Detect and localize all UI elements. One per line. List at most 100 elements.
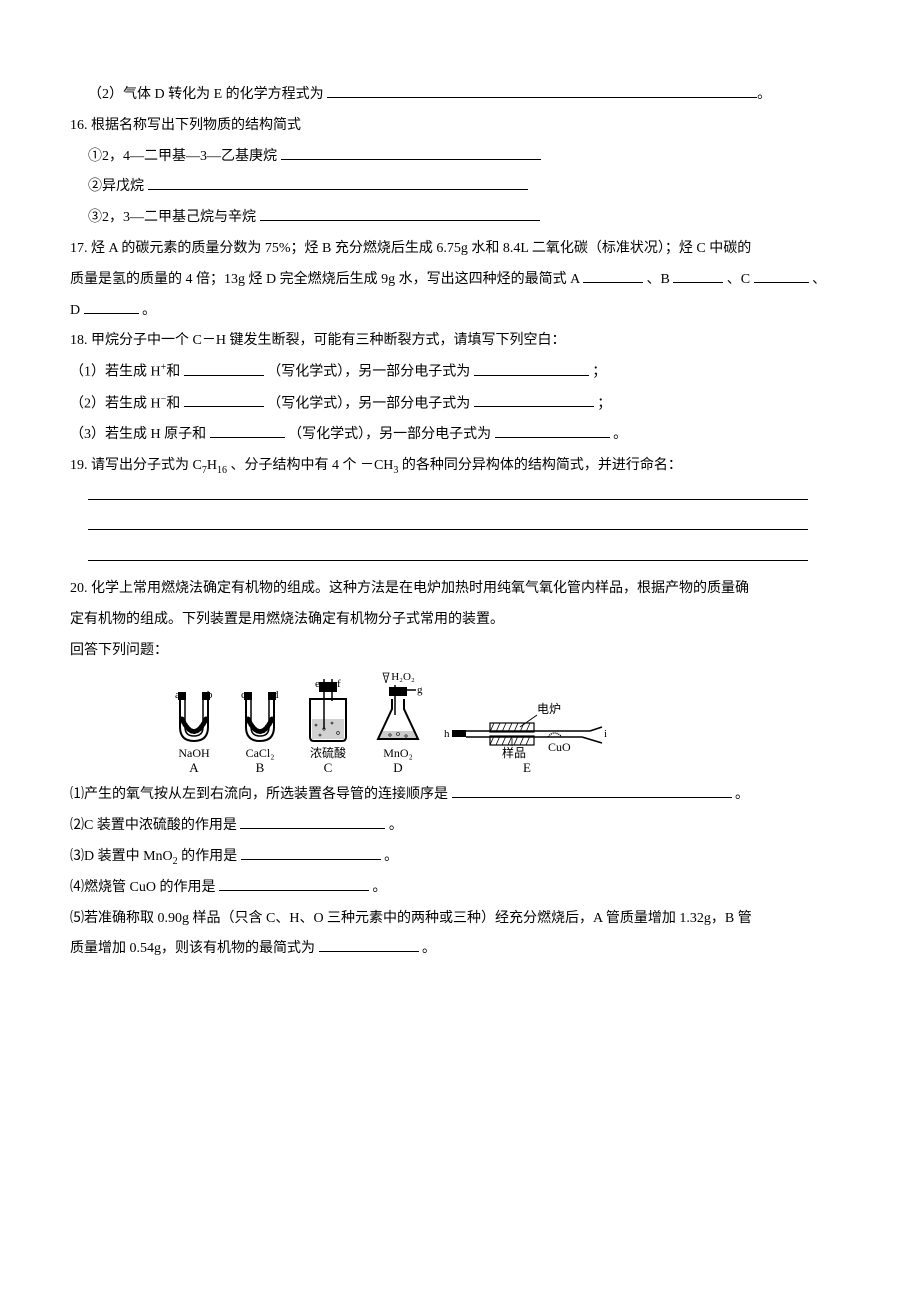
q20-p5a-text: ⑸若准确称取 0.90g 样品（只含 C、H、O 三种元素中的两种或三种）经充分… <box>70 911 752 926</box>
q20-p3-text: ⑶D 装置中 MnO <box>70 849 173 864</box>
q19-d: 的各种同分异构体的结构简式，并进行命名： <box>398 458 682 473</box>
q20-p5a: ⑸若准确称取 0.90g 样品（只含 C、H、O 三种元素中的两种或三种）经充分… <box>70 904 850 935</box>
blank-q17-c[interactable] <box>754 269 809 283</box>
apparatus-e: 电炉 h i 样品 CuO E <box>442 701 612 774</box>
q16-stem-text: 16. 根据名称写出下列物质的结构简式 <box>70 118 301 133</box>
blank-q15-2[interactable] <box>327 84 757 98</box>
letter-c: C <box>324 761 333 774</box>
blank-q17-d[interactable] <box>84 300 139 314</box>
q20-s3-text: 回答下列问题： <box>70 643 168 658</box>
q18-p2c: （写化学式），另一部分电子式为 <box>267 396 470 411</box>
label-cuo: CuO <box>548 740 571 754</box>
q20-s3: 回答下列问题： <box>70 636 850 667</box>
q16-i2: ②异戊烷 <box>70 172 850 203</box>
q20-s2-text: 定有机物的组成。下列装置是用燃烧法确定有机物分子式常用的装置。 <box>70 612 504 627</box>
q18-p3c: （写化学式），另一部分电子式为 <box>288 427 491 442</box>
q18-p2a: （2）若生成 H <box>70 396 161 411</box>
blank-q17-a[interactable] <box>583 269 643 283</box>
apparatus-c: e f 浓硫酸 C <box>302 679 354 774</box>
port-h: h <box>444 728 450 740</box>
label-mno2: MnO₂ <box>383 747 413 759</box>
blank-q18-2a[interactable] <box>184 393 264 407</box>
q17-l2-d: 、 <box>812 272 826 287</box>
q17-l3-end: 。 <box>142 303 156 318</box>
blank-q18-1b[interactable] <box>474 362 589 376</box>
q18-p2: （2）若生成 H−和 （写化学式），另一部分电子式为 ； <box>70 389 850 420</box>
q16-i3-text: ③2，3—二甲基己烷与辛烷 <box>88 210 256 225</box>
q16-i2-text: ②异戊烷 <box>88 179 144 194</box>
label-h2so4: 浓硫酸 <box>310 747 346 759</box>
blank-q19-3[interactable] <box>88 547 808 561</box>
label-sample: 样品 <box>502 745 526 760</box>
letter-d: D <box>393 761 402 774</box>
letter-e: E <box>523 761 531 774</box>
q20-p2-text: ⑵C 装置中浓硫酸的作用是 <box>70 818 237 833</box>
q20-s1-text: 20. 化学上常用燃烧法确定有机物的组成。这种方法是在电炉加热时用纯氧气氧化管内… <box>70 581 749 596</box>
q18-p3: （3）若生成 H 原子和 （写化学式），另一部分电子式为 。 <box>70 420 850 451</box>
label-furnace: 电炉 <box>537 702 561 716</box>
q17-line1: 17. 烃 A 的碳元素的质量分数为 75%；烃 B 充分燃烧后生成 6.75g… <box>70 234 850 265</box>
q20-p4e: 。 <box>372 880 386 895</box>
blank-q20-1[interactable] <box>452 784 732 798</box>
blank-q19-1[interactable] <box>88 486 808 500</box>
apparatus-figure: a b NaOH A c d CaCl₂ B e f <box>70 666 850 780</box>
q15-2: （2）气体 D 转化为 E 的化学方程式为 。 <box>70 80 850 111</box>
letter-b: B <box>256 761 265 774</box>
q20-p4: ⑷燃烧管 CuO 的作用是 。 <box>70 873 850 904</box>
sub-16: 16 <box>217 465 227 476</box>
q19-blankrow2 <box>70 512 850 543</box>
port-f: f <box>337 679 341 690</box>
q20-p4-text: ⑷燃烧管 CuO 的作用是 <box>70 880 215 895</box>
q18-p1c: （写化学式），另一部分电子式为 <box>267 365 470 380</box>
q18-stem: 18. 甲烷分子中一个 C－H 键发生断裂，可能有三种断裂方式，请填写下列空白： <box>70 326 850 357</box>
q20-p1e: 。 <box>735 787 749 802</box>
blank-q16-2[interactable] <box>148 176 528 190</box>
q20-p5e: 。 <box>422 941 436 956</box>
label-cacl2: CaCl₂ <box>246 747 275 759</box>
blank-q16-1[interactable] <box>281 146 541 160</box>
blank-q16-3[interactable] <box>260 207 540 221</box>
blank-q18-2b[interactable] <box>474 393 594 407</box>
q18-p3a: （3）若生成 H 原子和 <box>70 427 206 442</box>
q17-l1-text: 17. 烃 A 的碳元素的质量分数为 75%；烃 B 充分燃烧后生成 6.75g… <box>70 241 751 256</box>
apparatus-b: c d CaCl₂ B <box>236 689 284 774</box>
q17-l2-pre: 质量是氢的质量的 4 倍；13g 烃 D 完全燃烧后生成 9g 水，写出这四种烃… <box>70 272 579 287</box>
blank-q18-1a[interactable] <box>184 362 264 376</box>
q19-blankrow3 <box>70 543 850 574</box>
port-g: g <box>417 685 423 696</box>
blank-q19-2[interactable] <box>88 516 808 530</box>
blank-q17-b[interactable] <box>673 269 723 283</box>
q16-i1: ①2，4—二甲基—3—乙基庚烷 <box>70 142 850 173</box>
q16-stem: 16. 根据名称写出下列物质的结构简式 <box>70 111 850 142</box>
q18-p3d: 。 <box>613 427 627 442</box>
label-h2o2: H₂O₂ <box>381 672 415 683</box>
label-naoh: NaOH <box>178 747 209 759</box>
q18-p2d: ； <box>597 396 611 411</box>
port-i: i <box>604 728 607 740</box>
q18-stem-text: 18. 甲烷分子中一个 C－H 键发生断裂，可能有三种断裂方式，请填写下列空白： <box>70 333 565 348</box>
blank-q20-2[interactable] <box>240 815 385 829</box>
blank-q20-3[interactable] <box>241 846 381 860</box>
letter-a: A <box>189 761 198 774</box>
q18-p1d: ； <box>592 365 606 380</box>
q19-blankrow1 <box>70 482 850 513</box>
q20-p3: ⑶D 装置中 MnO2 的作用是 。 <box>70 842 850 873</box>
blank-q20-4[interactable] <box>219 877 369 891</box>
blank-q20-5[interactable] <box>319 938 419 952</box>
q20-p3e: 。 <box>384 849 398 864</box>
q20-p3b: 的作用是 <box>178 849 238 864</box>
q18-p1a: （1）若生成 H <box>70 365 161 380</box>
q20-p5b-text: 质量增加 0.54g，则该有机物的最简式为 <box>70 941 315 956</box>
q15-2-text: （2）气体 D 转化为 E 的化学方程式为 <box>88 87 324 102</box>
q20-p2e: 。 <box>389 818 403 833</box>
q19-b: H <box>207 458 217 473</box>
blank-q18-3a[interactable] <box>210 424 285 438</box>
q20-s1: 20. 化学上常用燃烧法确定有机物的组成。这种方法是在电炉加热时用纯氧气氧化管内… <box>70 574 850 605</box>
q17-line3: D 。 <box>70 296 850 327</box>
apparatus-a: a b NaOH A <box>170 689 218 774</box>
q19-a: 19. 请写出分子式为 C <box>70 458 202 473</box>
q17-l3-d: D <box>70 303 80 318</box>
q20-p5b: 质量增加 0.54g，则该有机物的最简式为 。 <box>70 934 850 965</box>
q16-i3: ③2，3—二甲基己烷与辛烷 <box>70 203 850 234</box>
blank-q18-3b[interactable] <box>495 424 610 438</box>
